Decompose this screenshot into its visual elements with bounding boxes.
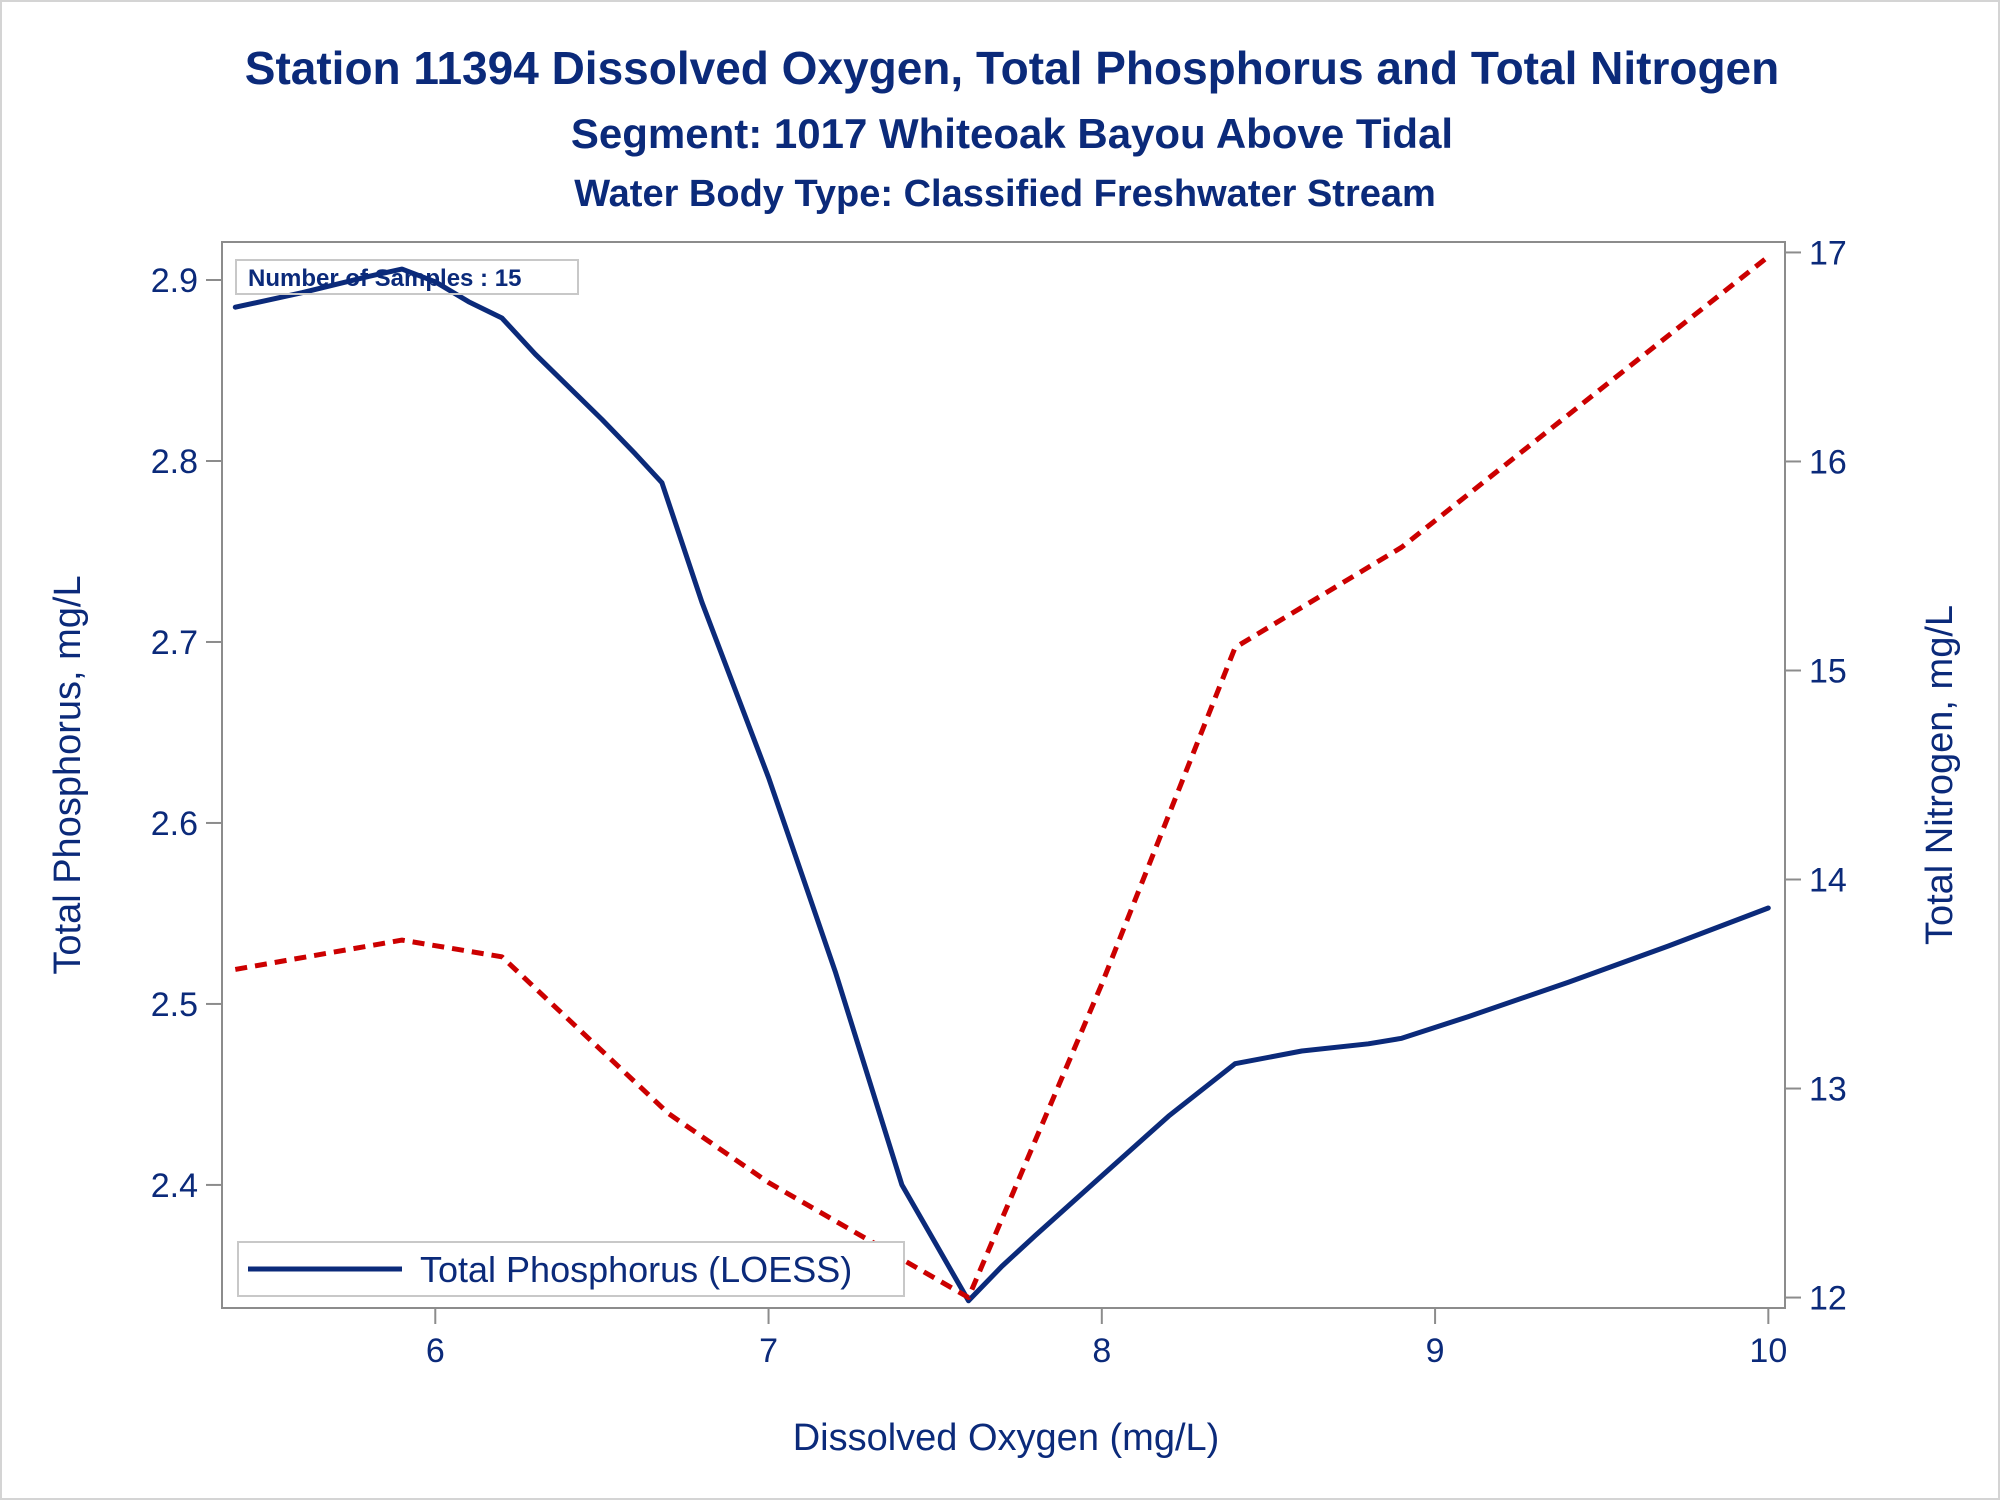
y-left-tick-label: 2.8 <box>151 443 198 481</box>
chart-subtitle: Segment: 1017 Whiteoak Bayou Above Tidal <box>571 110 1453 157</box>
y-left-tick-label: 2.7 <box>151 624 198 662</box>
y-right-tick-label: 16 <box>1809 443 1847 481</box>
y-right-tick-label: 13 <box>1809 1071 1847 1109</box>
legend-label-total-phosphorus: Total Phosphorus (LOESS) <box>420 1249 852 1290</box>
sample-count-box: Number of Samples : 15 <box>235 259 579 295</box>
legend: Total Phosphorus (LOESS) <box>237 1241 905 1297</box>
y-axis-left-title: Total Phosphorus, mg/L <box>47 575 89 974</box>
y-left-tick-label: 2.6 <box>151 805 198 843</box>
x-axis: 6 7 8 9 10 <box>222 1307 1787 1370</box>
x-axis-title: Dissolved Oxygen (mg/L) <box>793 1417 1220 1459</box>
chart-title: Station 11394 Dissolved Oxygen, Total Ph… <box>245 42 1779 94</box>
series-line-total-nitrogen <box>234 254 1770 1300</box>
y-left-tick-label: 2.9 <box>151 262 198 300</box>
y-right-tick-label: 14 <box>1809 862 1847 900</box>
chart-subtitle-2: Water Body Type: Classified Freshwater S… <box>574 173 1436 215</box>
sample-count-label: Number of Samples : 15 <box>248 265 521 292</box>
y-axis-right: 12 13 14 15 16 17 <box>1785 234 1847 1318</box>
y-left-tick-label: 2.5 <box>151 986 198 1024</box>
x-tick-label: 10 <box>1749 1332 1787 1370</box>
y-right-tick-label: 15 <box>1809 652 1847 690</box>
plot-area-border <box>221 241 1786 1309</box>
x-tick-label: 7 <box>759 1332 778 1370</box>
y-axis-right-title: Total Nitrogen, mg/L <box>1919 605 1961 945</box>
plot-lines <box>232 254 1771 1304</box>
x-tick-label: 9 <box>1426 1332 1445 1370</box>
series-line-total-phosphorus <box>232 266 1771 1304</box>
x-tick-label: 6 <box>426 1332 445 1370</box>
y-right-tick-label: 17 <box>1809 234 1847 272</box>
x-tick-label: 8 <box>1092 1332 1111 1370</box>
y-left-tick-label: 2.4 <box>151 1167 198 1205</box>
y-right-tick-label: 12 <box>1809 1280 1847 1318</box>
sample-count-frame <box>235 259 579 295</box>
y-axis-left: 2.4 2.5 2.6 2.7 2.8 2.9 <box>151 262 222 1205</box>
